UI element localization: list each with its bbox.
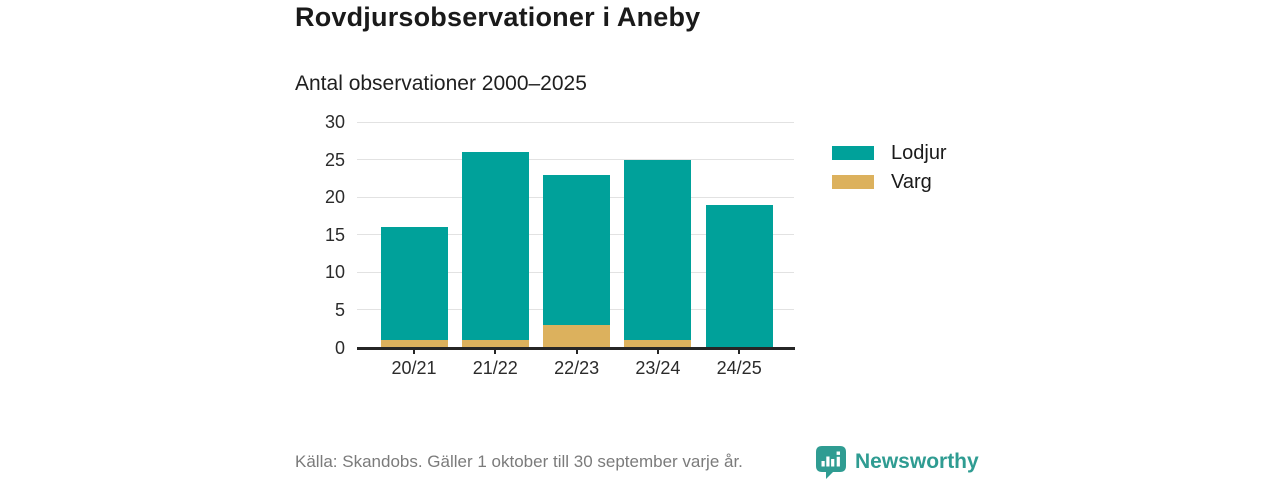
x-axis-label: 20/21: [391, 358, 437, 378]
varg-swatch: [832, 175, 874, 189]
source-note: Källa: Skandobs. Gäller 1 oktober till 3…: [295, 452, 743, 471]
newsworthy-logo-icon: [816, 446, 846, 479]
bar-segment-lodjur: [543, 174, 611, 325]
bar-segment-lodjur: [380, 227, 448, 340]
bar-segment-lodjur: [624, 159, 692, 340]
y-axis-label: 30: [324, 112, 345, 132]
y-axis-label: 0: [334, 337, 345, 358]
gridline: [357, 159, 794, 161]
lodjur-swatch: [832, 146, 874, 160]
x-axis-tick: [738, 349, 741, 354]
x-axis-label: 23/24: [635, 358, 681, 378]
newsworthy-logo-text: Newsworthy: [855, 450, 979, 473]
x-axis-tick: [494, 349, 497, 354]
y-axis-label: 15: [324, 224, 345, 245]
x-axis-label: 21/22: [472, 358, 518, 378]
bar-segment-lodjur: [461, 152, 529, 340]
y-axis-label: 25: [324, 149, 345, 170]
bar-segment-lodjur: [705, 204, 773, 348]
legend-item-lodjur: Lodjur: [832, 143, 947, 163]
bar-segment-varg: [543, 324, 611, 348]
legend: Lodjur Varg: [832, 143, 947, 192]
x-axis-label: 24/25: [716, 358, 762, 378]
x-axis-label: 22/23: [554, 358, 600, 378]
y-axis-label: 10: [324, 262, 345, 283]
legend-label-lodjur: Lodjur: [891, 142, 947, 164]
x-axis-tick: [656, 349, 659, 354]
newsworthy-logo: Newsworthy: [814, 445, 979, 479]
legend-item-varg: Varg: [832, 172, 947, 192]
chart-title: Rovdjursobservationer i Aneby: [295, 2, 701, 32]
x-axis-tick: [575, 349, 578, 354]
bar-segment-varg: [624, 339, 692, 348]
y-axis-label: 5: [334, 299, 345, 320]
chart-subtitle: Antal observationer 2000–2025: [295, 72, 587, 95]
bar-segment-varg: [461, 339, 529, 348]
x-axis-tick: [413, 349, 415, 354]
y-axis-label: 20: [324, 187, 345, 208]
gridline: [357, 121, 794, 123]
legend-label-varg: Varg: [891, 171, 932, 193]
bar-segment-varg: [380, 339, 448, 348]
x-axis-line: [357, 346, 795, 350]
